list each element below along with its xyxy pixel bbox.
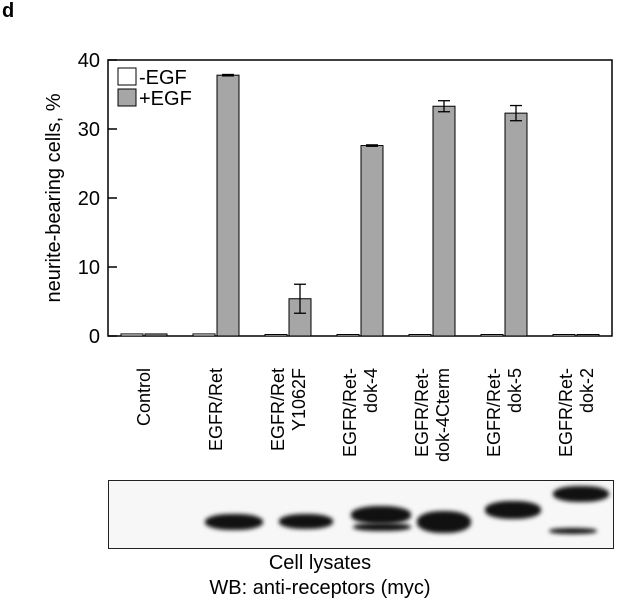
legend-label-plus-egf: +EGF xyxy=(139,88,192,110)
x-category-line: Control xyxy=(134,368,154,426)
y-tick-label: 40 xyxy=(78,50,100,72)
bar-minus-egf xyxy=(192,333,216,337)
x-category-line: EGFR/Ret xyxy=(206,368,226,451)
blot-band xyxy=(485,501,541,519)
y-tick-label: 10 xyxy=(78,257,100,279)
bar-minus-egf xyxy=(480,334,504,337)
western-blot-image xyxy=(108,480,614,549)
bar-plus-egf xyxy=(504,112,528,337)
x-category-text: Control xyxy=(134,368,154,426)
x-category-line: EGFR/Ret xyxy=(268,368,288,451)
x-category-line: dok-5 xyxy=(505,368,525,413)
bar-plus-egf xyxy=(432,105,456,337)
chart-bars xyxy=(120,73,600,337)
x-category-label: EGFR/Ret-dok-4Cterm xyxy=(412,368,453,462)
x-category-text: EGFR/Ret xyxy=(206,368,226,451)
x-category-label: EGFR/RetY1062F xyxy=(268,368,309,451)
x-category-label: EGFR/Ret xyxy=(206,368,226,451)
x-category-line: EGFR/Ret- xyxy=(340,368,360,457)
bar-plus-egf xyxy=(216,74,240,337)
bar-minus-egf xyxy=(120,333,144,337)
bar-minus-egf xyxy=(264,334,288,337)
x-category-label: Control xyxy=(134,368,154,426)
blot-band xyxy=(353,523,411,531)
x-axis-categories: Control EGFR/Ret EGFR/RetY1062F EGFR/Ret-do… xyxy=(134,368,597,462)
x-category-label: EGFR/Ret-dok-4 xyxy=(340,368,381,457)
x-category-text: EGFR/RetY1062F xyxy=(268,368,309,451)
panel-label: d xyxy=(2,0,15,22)
x-category-line: EGFR/Ret- xyxy=(484,368,504,457)
y-tick-label: 30 xyxy=(78,119,100,141)
x-category-line: EGFR/Ret- xyxy=(556,368,576,457)
x-category-text: EGFR/Ret-dok-5 xyxy=(484,368,525,457)
bar-minus-egf xyxy=(336,334,360,337)
blot-band xyxy=(351,506,411,524)
legend-label-minus-egf: -EGF xyxy=(139,67,187,89)
bar-plus-egf xyxy=(144,333,168,337)
blot-band xyxy=(417,511,471,533)
blot-caption-line2: WB: anti-receptors (myc) xyxy=(209,577,431,599)
x-category-line: dok-2 xyxy=(577,368,597,413)
y-axis-ticks: 0 10 20 30 40 xyxy=(78,50,117,348)
blot-band xyxy=(279,514,333,529)
x-category-text: EGFR/Ret-dok-2 xyxy=(556,368,597,457)
x-category-line: Y1062F xyxy=(289,368,309,431)
y-axis-label: neurite-bearing cells, % xyxy=(43,93,65,302)
x-category-label: EGFR/Ret-dok-5 xyxy=(484,368,525,457)
y-tick-label: 0 xyxy=(89,326,100,348)
bar-minus-egf xyxy=(408,334,432,337)
blot-band xyxy=(553,486,609,502)
bar-plus-egf xyxy=(576,334,600,337)
blot-band xyxy=(205,514,263,530)
x-category-text: EGFR/Ret-dok-4 xyxy=(340,368,381,457)
chart-legend: -EGF+EGF xyxy=(117,67,192,110)
legend-swatch-plus-egf xyxy=(117,88,137,107)
blot-band xyxy=(549,528,597,534)
x-category-text: EGFR/Ret-dok-4Cterm xyxy=(412,368,453,462)
blot-caption-line1: Cell lysates xyxy=(268,552,372,574)
y-tick-label: 20 xyxy=(78,188,100,210)
x-category-line: EGFR/Ret- xyxy=(412,368,432,457)
x-category-line: dok-4 xyxy=(361,368,381,413)
bar-minus-egf xyxy=(552,334,576,337)
x-category-label: EGFR/Ret-dok-2 xyxy=(556,368,597,457)
x-category-line: dok-4Cterm xyxy=(433,368,453,462)
legend-swatch-minus-egf xyxy=(117,67,137,86)
bar-plus-egf xyxy=(360,145,384,337)
